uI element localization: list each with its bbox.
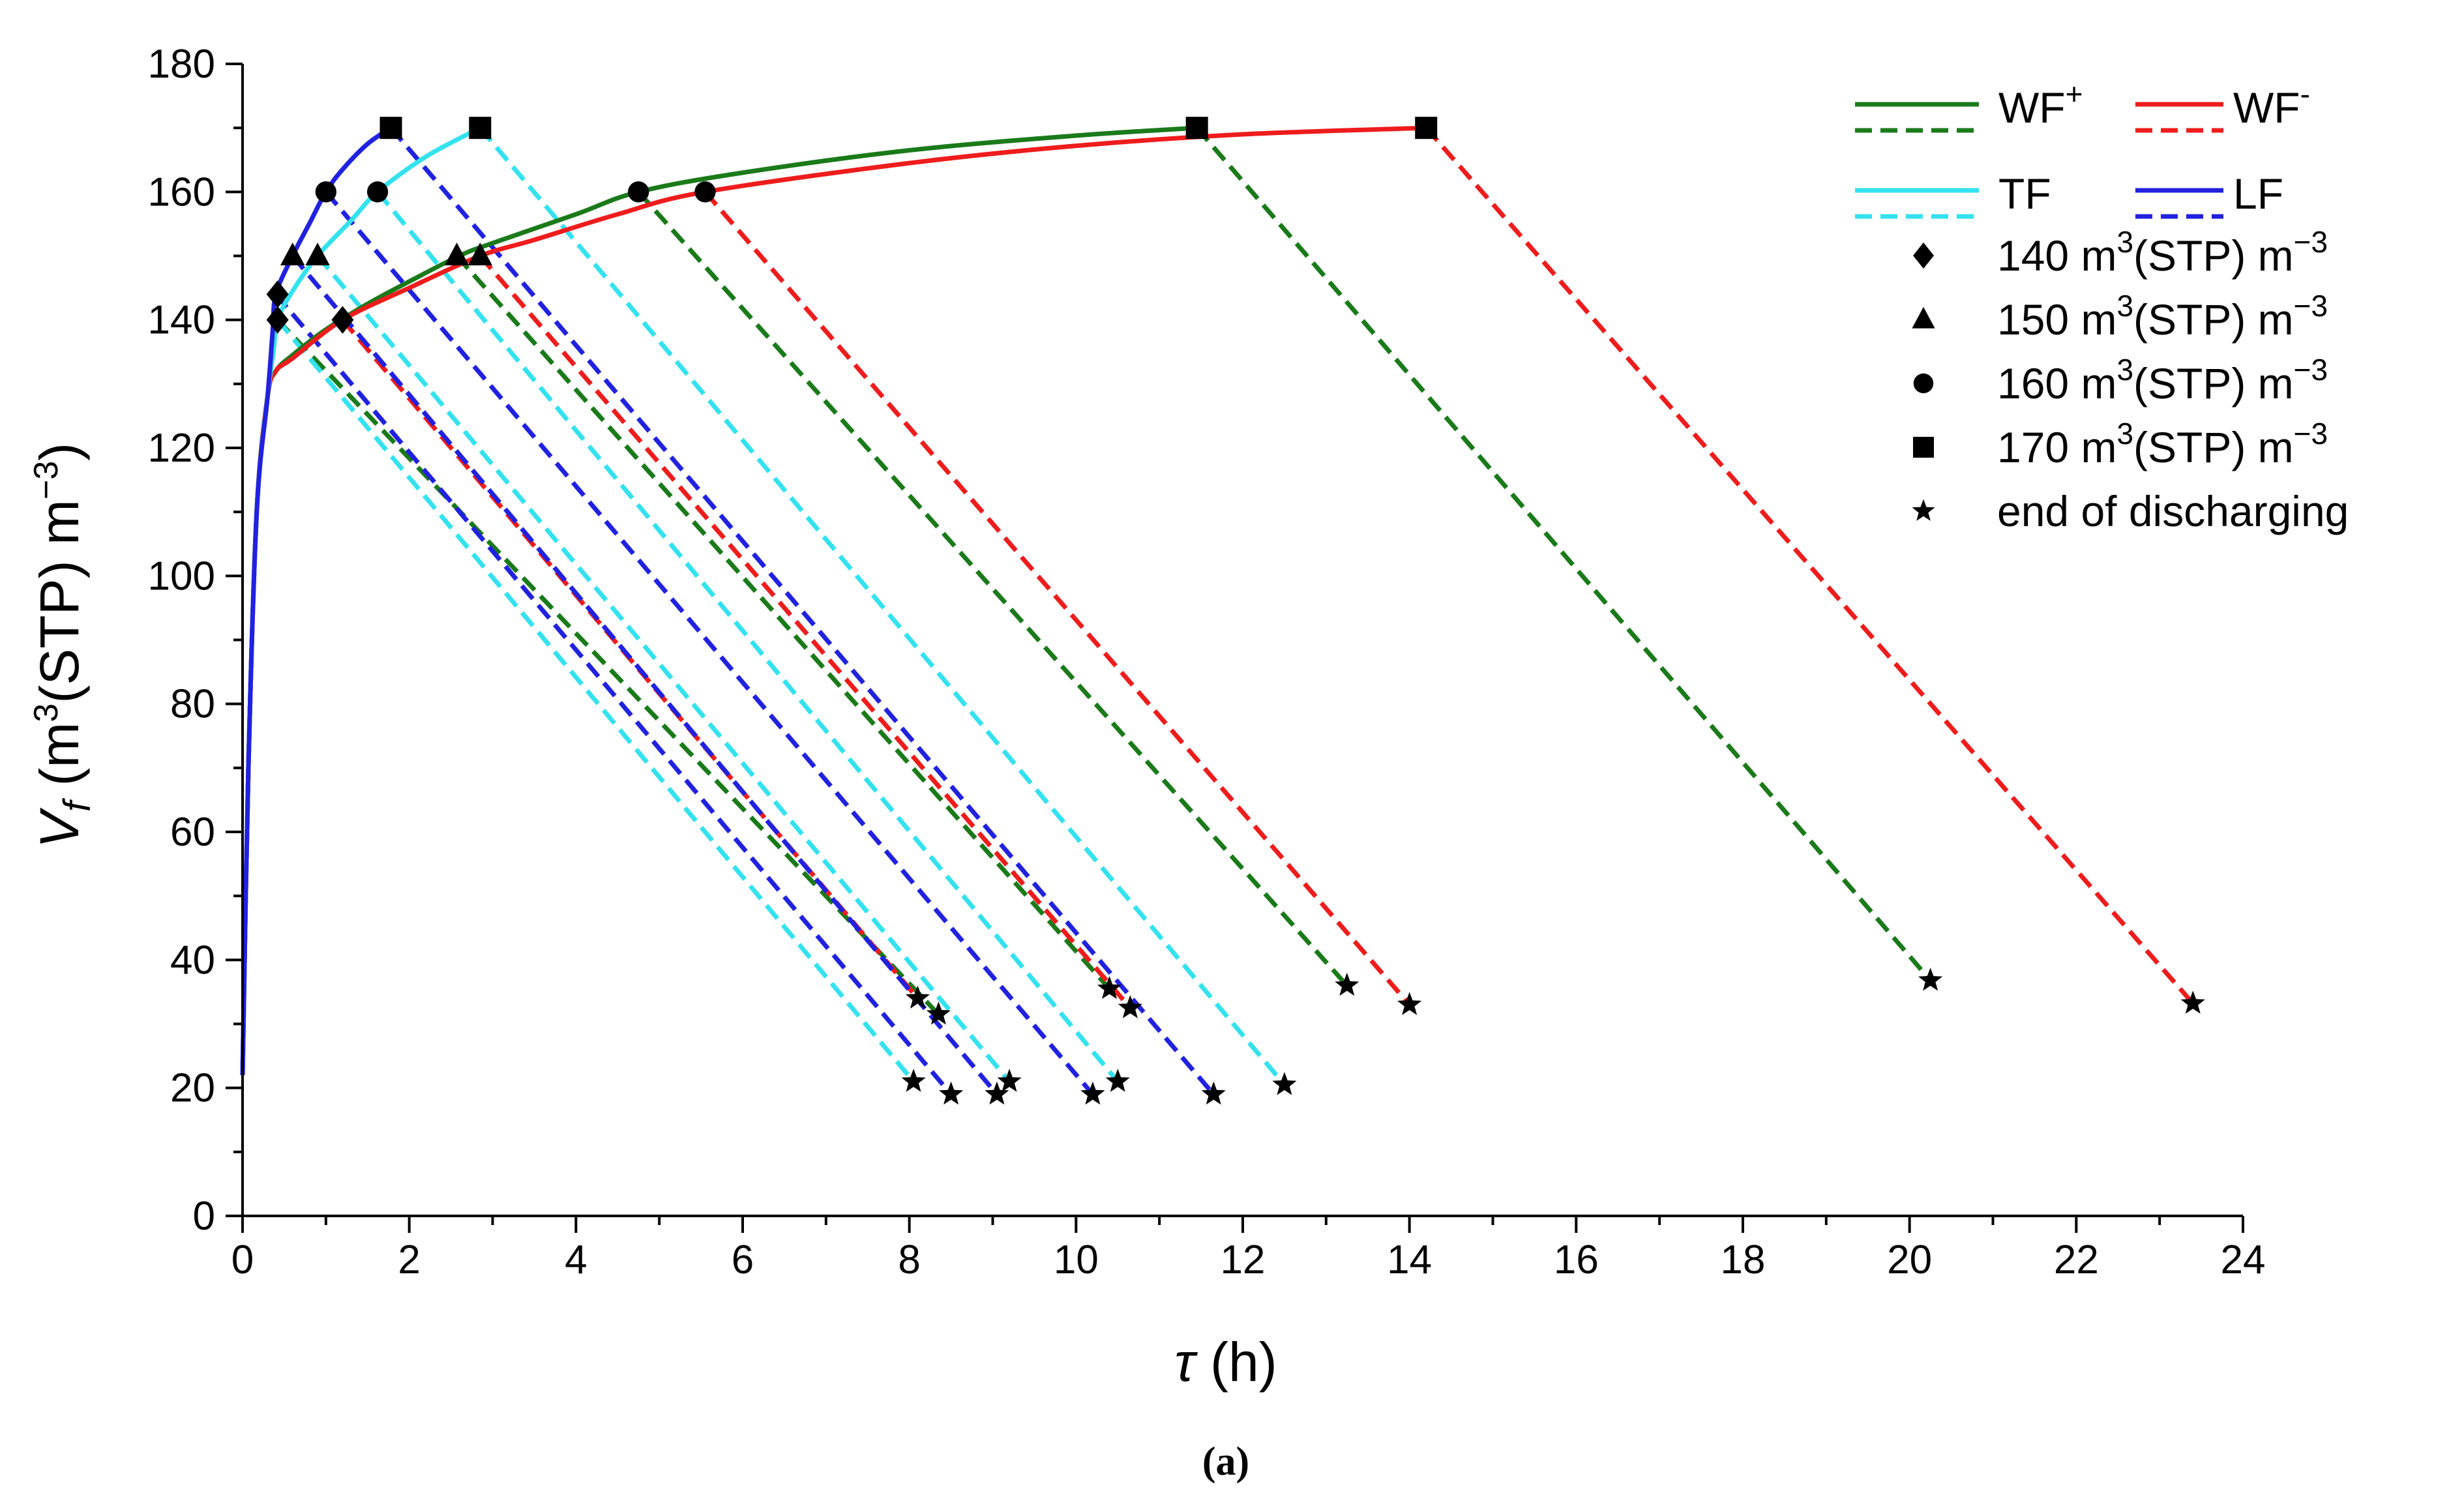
marker-circle-160 — [628, 181, 649, 203]
marker-star-end — [2180, 990, 2205, 1014]
legend-label-marker: 150 m3(STP) m−3 — [1997, 289, 2328, 344]
x-tick-label: 2 — [398, 1237, 420, 1282]
legend-label-series: WF- — [2233, 77, 2310, 132]
marker-circle-160 — [694, 181, 716, 203]
y-tick-label: 60 — [170, 810, 215, 855]
discharge-line-wf-plus — [276, 318, 940, 1016]
marker-circle-160 — [366, 181, 389, 203]
marker-triangle-150 — [305, 243, 330, 265]
discharge-line-wf-minus — [703, 190, 1412, 1007]
y-tick-label: 100 — [148, 554, 215, 599]
x-tick-label: 8 — [898, 1237, 920, 1282]
discharge-line-lf — [324, 190, 1095, 1096]
marker-star-end — [901, 1069, 926, 1092]
legend-label-marker: 140 m3(STP) m−3 — [1997, 225, 2328, 280]
marker-star-end — [1272, 1072, 1297, 1095]
discharge-line-wf-minus — [1424, 126, 2195, 1005]
marker-star-end — [1397, 992, 1422, 1015]
marker-star-end — [1335, 973, 1359, 996]
discharge-line-lf — [389, 126, 1215, 1096]
x-tick-label: 6 — [732, 1237, 754, 1282]
y-tick-label: 140 — [148, 298, 215, 343]
y-tick-label: 40 — [170, 938, 215, 983]
marker-triangle-150 — [280, 243, 305, 265]
legend-label-marker: 170 m3(STP) m−3 — [1997, 417, 2328, 471]
marker-star-end — [997, 1069, 1022, 1092]
figure-caption: (a) — [1202, 1440, 1249, 1484]
x-tick-label: 10 — [1054, 1237, 1099, 1282]
marker-star-end — [939, 1081, 964, 1105]
legend-marker-triangle — [1912, 306, 1935, 329]
discharge-line-wf-plus — [454, 254, 1112, 990]
marker-star-end — [905, 985, 930, 1009]
discharge-line-tf — [376, 190, 1120, 1084]
legend-label-marker: 160 m3(STP) m−3 — [1997, 353, 2328, 407]
x-tick-label: 16 — [1554, 1237, 1599, 1282]
plot-area — [240, 117, 2205, 1105]
marker-star-end — [926, 1001, 951, 1025]
y-tick-label: 0 — [193, 1194, 215, 1239]
discharge-line-tf — [478, 126, 1286, 1087]
marker-square-170 — [1185, 117, 1208, 140]
marker-square-170 — [469, 117, 492, 140]
charge-curve-lf — [240, 126, 393, 1076]
legend-label-series: WF+ — [1998, 77, 2083, 132]
marker-diamond-140 — [331, 306, 354, 334]
marker-triangle-150 — [444, 243, 469, 265]
x-tick-label: 24 — [2221, 1237, 2266, 1282]
marker-square-170 — [379, 117, 402, 140]
axes: 0 2 4 6 8 10 12 14 16 18 20 22 240204060801001201401… — [148, 42, 2266, 1282]
discharge-line-lf — [291, 254, 999, 1096]
marker-triangle-150 — [468, 243, 493, 265]
charge-curve-wf-plus — [240, 125, 1197, 1076]
marker-star-end — [985, 1081, 1009, 1105]
discharge-line-tf — [276, 318, 915, 1084]
y-tick-label: 80 — [170, 682, 215, 727]
legend-label-marker: end of discharging — [1997, 487, 2349, 535]
legend-label-series: LF — [2233, 170, 2283, 218]
legend-label-series: TF — [1998, 170, 2051, 218]
x-tick-label: 14 — [1387, 1237, 1432, 1282]
discharge-line-wf-plus — [636, 190, 1349, 987]
y-tick-label: 180 — [148, 42, 215, 87]
legend-marker-circle — [1913, 373, 1934, 394]
discharge-line-wf-minus — [478, 254, 1133, 1010]
y-tick-label: 20 — [170, 1066, 215, 1111]
discharge-line-lf — [274, 293, 953, 1096]
discharge-line-tf — [316, 254, 1011, 1084]
x-tick-label: 20 — [1887, 1237, 1932, 1282]
x-tick-label: 4 — [565, 1237, 587, 1282]
y-tick-label: 120 — [148, 426, 215, 471]
discharge-line-wf-plus — [1195, 126, 1933, 983]
marker-circle-160 — [315, 181, 336, 203]
legend-marker-square — [1913, 437, 1934, 458]
marker-star-end — [1080, 1081, 1105, 1105]
marker-diamond-140 — [266, 280, 289, 308]
marker-diamond-140 — [266, 306, 289, 334]
marker-star-end — [1097, 976, 1122, 999]
charge-curve-wf-minus — [240, 125, 1427, 1076]
legend: WF+ WF- TF LF 140 m3(STP) m−3 150 m3(STP) m−3… — [1855, 77, 2349, 535]
marker-star-end — [1201, 1081, 1226, 1105]
x-axis-title: τ (h) — [1174, 1331, 1277, 1393]
y-axis-title: Vf (m3(STP) m−3) — [27, 443, 98, 848]
legend-marker-diamond — [1913, 243, 1934, 269]
x-tick-label: 22 — [2054, 1237, 2099, 1282]
marker-star-end — [1918, 968, 1943, 991]
y-tick-label: 160 — [148, 170, 215, 214]
x-tick-label: 18 — [1721, 1237, 1766, 1282]
marker-star-end — [1105, 1069, 1130, 1092]
marker-square-170 — [1415, 117, 1438, 140]
x-tick-label: 12 — [1221, 1237, 1266, 1282]
legend-marker-star — [1912, 499, 1935, 521]
x-tick-label: 0 — [231, 1237, 254, 1282]
marker-star-end — [1118, 995, 1142, 1018]
